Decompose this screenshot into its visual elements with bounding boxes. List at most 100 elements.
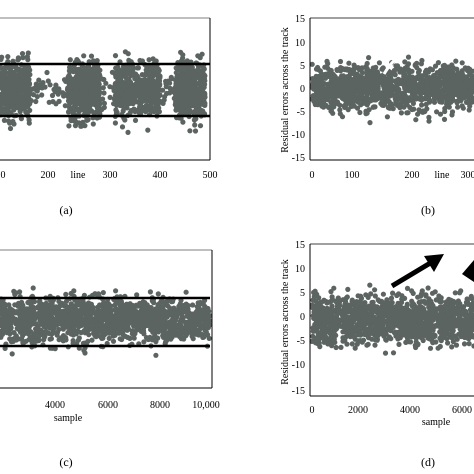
data-point	[152, 90, 158, 96]
data-point	[110, 333, 116, 339]
data-point	[28, 301, 34, 307]
data-point	[76, 120, 82, 126]
data-point	[111, 96, 117, 102]
data-point	[143, 67, 149, 73]
panel-a-xtick-4: 500	[203, 170, 218, 181]
data-point	[368, 75, 374, 81]
data-point	[0, 105, 5, 112]
data-point	[36, 77, 42, 83]
data-point	[459, 60, 465, 66]
data-point	[165, 324, 171, 330]
data-point	[54, 309, 60, 315]
data-point	[52, 85, 58, 91]
data-point	[168, 74, 174, 80]
data-point	[120, 328, 126, 334]
data-point	[56, 298, 62, 304]
data-point	[75, 108, 81, 114]
data-point	[325, 93, 331, 99]
data-point	[396, 341, 402, 347]
panel-d-points	[309, 282, 474, 356]
panel-a-points	[0, 49, 208, 135]
data-point	[341, 95, 347, 102]
data-point	[1, 327, 7, 333]
data-point	[449, 109, 456, 115]
data-point	[103, 325, 109, 331]
data-point	[28, 313, 34, 319]
data-point	[65, 85, 71, 91]
data-point	[71, 305, 77, 311]
data-point	[43, 310, 49, 316]
data-point	[390, 350, 397, 356]
panel-d: 15 10 5 0 -5 -10 -15 Residual errors acr…	[280, 240, 474, 469]
data-point	[17, 92, 23, 98]
panel-b-ylabel: Residual errors across the track	[280, 27, 291, 153]
panel-a-xlabel: line	[71, 170, 87, 181]
data-point	[186, 73, 192, 79]
data-point	[30, 285, 36, 291]
data-point	[11, 288, 17, 294]
data-point	[183, 107, 189, 113]
data-point	[131, 87, 137, 93]
data-point	[13, 104, 19, 110]
panel-c-xtick-0: 4000	[45, 400, 65, 411]
data-point	[100, 85, 106, 91]
data-point	[155, 98, 161, 104]
data-point	[200, 334, 206, 340]
data-point	[447, 77, 453, 83]
data-point	[422, 86, 428, 92]
data-point	[363, 108, 369, 114]
data-point	[109, 69, 115, 75]
data-point	[24, 306, 30, 312]
data-point	[2, 69, 8, 75]
data-point	[100, 290, 106, 296]
data-point	[119, 124, 126, 130]
data-point	[113, 318, 120, 324]
data-point	[42, 334, 48, 340]
data-point	[9, 310, 15, 316]
data-point	[137, 78, 143, 84]
data-point	[128, 107, 134, 114]
data-point	[79, 86, 85, 92]
data-point	[30, 86, 36, 92]
data-point	[129, 308, 135, 314]
data-point	[16, 56, 22, 62]
data-point	[461, 95, 467, 101]
data-point	[44, 69, 50, 76]
panel-c-xtick-2: 8000	[150, 400, 170, 411]
data-point	[151, 82, 157, 89]
data-point	[115, 64, 121, 70]
data-point	[17, 289, 23, 295]
data-point	[183, 65, 189, 71]
data-point	[130, 331, 136, 337]
data-point	[435, 60, 441, 66]
data-point	[23, 109, 29, 115]
panel-a-xtick-0: 0	[1, 170, 6, 181]
data-point	[2, 320, 8, 326]
data-point	[354, 71, 360, 77]
data-point	[371, 104, 377, 110]
data-point	[426, 118, 432, 124]
data-point	[330, 75, 336, 81]
data-point	[160, 87, 166, 93]
data-point	[145, 127, 151, 133]
data-point	[195, 300, 201, 306]
data-point	[25, 88, 31, 94]
data-point	[369, 85, 375, 91]
data-point	[175, 324, 181, 330]
data-point	[16, 66, 22, 72]
data-point	[446, 100, 452, 106]
data-point	[199, 51, 205, 57]
data-point	[190, 86, 197, 92]
data-point	[76, 74, 82, 80]
panel-b-ytick-0: 15	[295, 14, 305, 25]
data-point	[325, 65, 331, 71]
data-point	[453, 58, 459, 64]
data-point	[432, 63, 439, 69]
data-point	[71, 68, 77, 74]
data-point	[197, 326, 203, 332]
data-point	[66, 123, 72, 129]
data-point	[144, 95, 151, 101]
data-point	[110, 85, 116, 91]
data-point	[125, 129, 131, 135]
data-point	[7, 331, 13, 337]
